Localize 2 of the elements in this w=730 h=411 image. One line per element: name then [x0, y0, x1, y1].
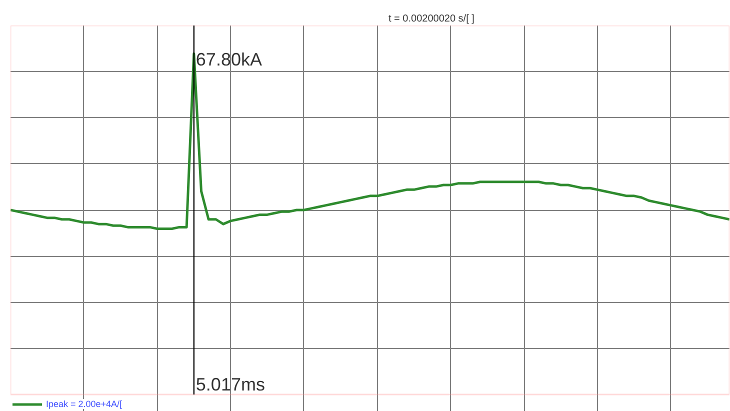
text: t = 0.00200020 s/[ ] [388, 14, 475, 24]
legend-label: Ipeak = 2.00e+4A/[ [46, 399, 122, 409]
